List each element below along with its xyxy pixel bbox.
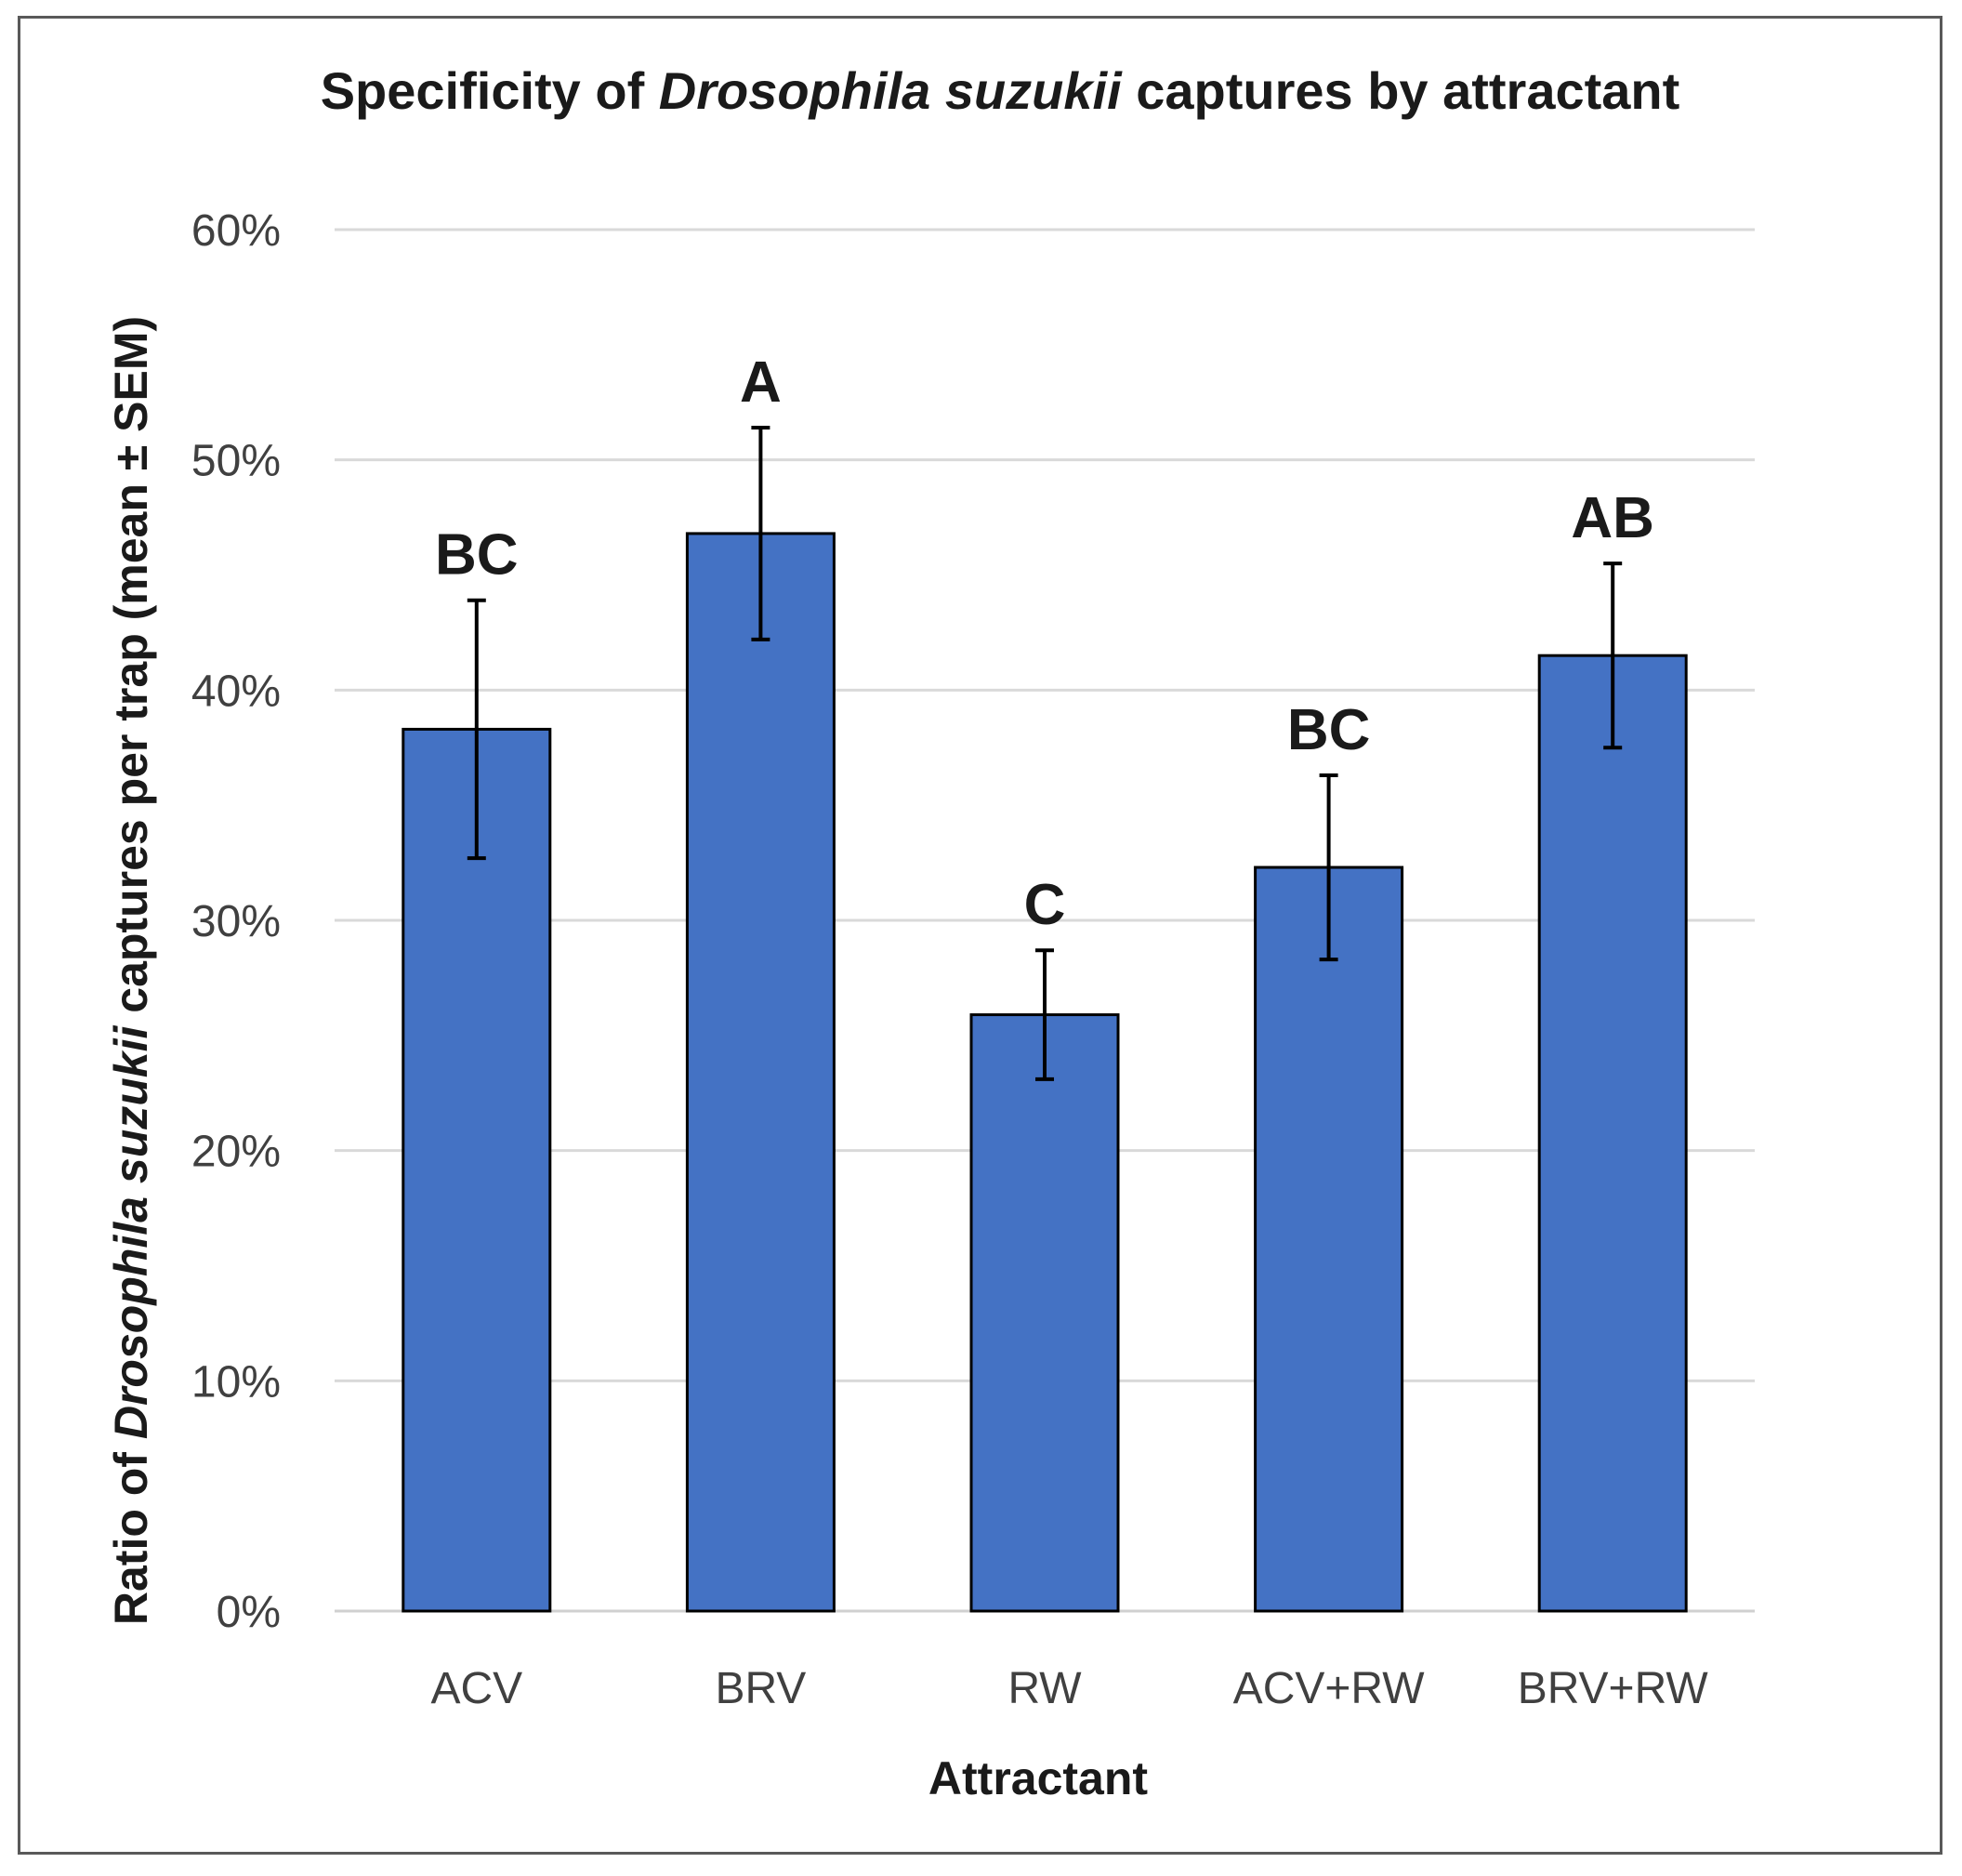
significance-label: BC xyxy=(435,523,519,588)
error-bars xyxy=(467,425,1623,1081)
x-tick-label: ACV+RW xyxy=(1233,1664,1426,1713)
axis-ticks: 0% 10% 20% 30% 40% 50% 60% ACV BRV RW ACV+RW BRV+RW xyxy=(191,206,1708,1713)
y-tick-label: 10% xyxy=(191,1357,281,1407)
bars xyxy=(402,532,1688,1613)
x-tick-label: RW xyxy=(1007,1664,1082,1713)
bar-acv-plus-rw xyxy=(1254,865,1404,1613)
y-tick-label: 60% xyxy=(191,206,281,256)
y-tick-label: 40% xyxy=(191,667,281,716)
y-axis-title: Ratio of Drosophila suzukii captures per… xyxy=(105,316,157,1625)
gridlines xyxy=(335,228,1755,1613)
bar-brv xyxy=(685,532,836,1613)
significance-label: AB xyxy=(1571,486,1654,550)
y-tick-label: 0% xyxy=(217,1588,281,1637)
bar-acv xyxy=(402,727,552,1613)
chart-title: Specificity of Drosophila suzukii captur… xyxy=(321,61,1680,120)
bar-rw xyxy=(969,1013,1120,1613)
significance-labels: BC A C BC AB xyxy=(435,350,1654,937)
y-tick-label: 20% xyxy=(191,1128,281,1177)
x-tick-label: BRV xyxy=(715,1664,806,1713)
significance-label: BC xyxy=(1287,698,1371,762)
x-tick-label: ACV xyxy=(430,1664,522,1713)
x-tick-label: BRV+RW xyxy=(1518,1664,1709,1713)
significance-label: C xyxy=(1024,873,1066,937)
significance-label: A xyxy=(740,350,782,415)
x-axis-title: Attractant xyxy=(928,1752,1148,1804)
bar-brv-plus-rw xyxy=(1537,654,1688,1613)
y-tick-label: 30% xyxy=(191,897,281,946)
y-tick-label: 50% xyxy=(191,437,281,486)
